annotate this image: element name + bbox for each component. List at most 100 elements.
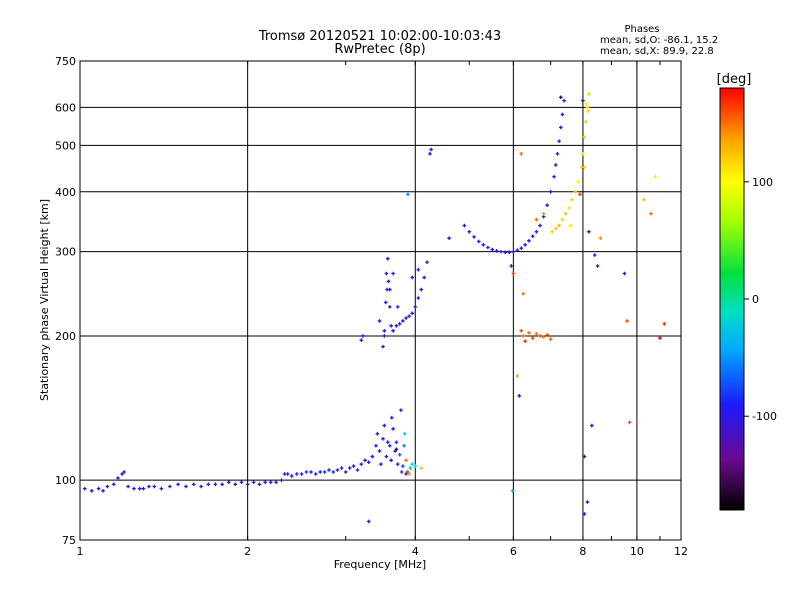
data-point [598,236,603,240]
data-point [642,197,646,202]
data-point [397,452,402,457]
data-point [406,192,410,197]
data-point [385,440,390,445]
data-point [381,344,385,349]
data-point [410,275,415,280]
data-point [213,482,218,487]
data-point [527,331,531,335]
data-point [560,217,565,222]
y-tick-label: 100 [55,474,76,487]
data-point [120,472,124,476]
data-point [416,267,421,272]
data-point [510,489,515,493]
data-point [578,192,582,197]
data-point [152,484,157,489]
data-point [553,226,558,231]
data-point [490,247,495,252]
data-point [168,484,172,489]
data-point [370,454,375,459]
data-point [335,468,340,472]
data-point [137,486,142,491]
data-point [447,236,451,240]
data-point [184,484,188,489]
data-point [384,454,389,459]
data-point [515,374,520,378]
data-point [318,470,323,474]
stats-heading: Phases [624,24,659,35]
data-point [625,319,629,323]
data-point [521,291,526,296]
data-point [590,423,594,428]
data-point [274,480,278,485]
data-point [570,197,574,202]
data-point [422,275,426,280]
data-point [509,264,514,268]
data-point [299,472,304,476]
y-tick-label: 400 [55,186,76,199]
data-point [416,296,421,300]
data-point [394,440,399,445]
data-point [410,311,415,316]
data-point [294,472,299,476]
data-point [582,512,587,516]
data-point [327,468,331,472]
data-point [530,336,535,340]
colorbar-tick-label: 0 [752,293,759,306]
stats-line-x: mean, sd,X: 89.9, 22.8 [600,46,714,57]
data-point [560,112,565,117]
data-point [239,480,244,485]
data-point [587,92,591,96]
data-point [377,319,382,323]
data-point [534,229,539,234]
data-point [582,165,587,170]
data-point [627,420,632,425]
data-point [517,394,522,398]
data-point [377,449,382,453]
data-point [550,229,555,234]
data-point [359,338,364,342]
x-tick-label: 1 [77,545,84,558]
data-point [558,125,563,130]
data-point [557,223,561,228]
data-point [511,249,516,254]
data-point [404,458,408,463]
data-point [548,189,553,194]
y-tick-label: 500 [55,139,76,152]
data-point [503,250,507,255]
data-point [390,415,394,420]
data-point [366,519,371,524]
data-point [582,135,587,139]
data-point [394,447,399,452]
y-tick-label: 75 [62,534,76,547]
data-point [404,472,408,476]
data-point [419,287,424,292]
data-point [126,484,130,489]
data-point [405,470,410,474]
data-point [206,482,211,487]
x-tick-label: 2 [244,545,251,558]
y-tick-label: 600 [55,101,76,114]
data-point [394,324,399,328]
data-point [347,466,352,470]
data-point [388,305,392,309]
data-point [527,239,531,243]
data-point [331,470,336,474]
stats-box: Phases mean, sd,O: -86.1, 15.2 mean, sd,… [600,24,718,57]
data-point [499,249,503,254]
colorbar-tick-label: 100 [752,176,773,189]
data-point [147,484,151,489]
data-point [268,480,273,485]
data-point [530,234,535,239]
y-tick-label: 750 [55,55,76,68]
data-point [494,249,499,253]
data-point [379,462,383,466]
data-point [401,319,405,323]
data-point [538,223,542,228]
data-point [587,229,591,234]
data-point [555,152,560,156]
data-point [397,322,402,326]
data-point [279,478,284,482]
data-point [366,460,371,465]
data-point [582,454,587,459]
data-point [584,119,588,124]
